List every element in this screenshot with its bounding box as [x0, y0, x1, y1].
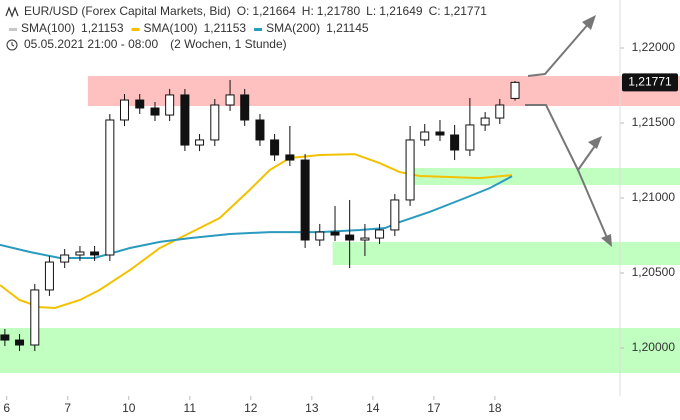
legend-entry: SMA(100) 1,21153	[21, 21, 124, 35]
ohlc-value: 1,21649	[379, 4, 423, 18]
x-tick-label: 14	[366, 401, 380, 415]
candle-body	[345, 234, 355, 241]
arrow-head	[582, 15, 596, 30]
x-tick-label: 18	[488, 401, 502, 415]
candle-body	[285, 154, 295, 161]
candle-body	[15, 339, 25, 346]
zone	[0, 328, 680, 374]
candle-body	[435, 131, 445, 136]
indicator-lines	[0, 153, 513, 310]
candle-body	[150, 107, 160, 116]
clock-icon	[6, 39, 18, 51]
ohlc-value: 1,21780	[317, 4, 361, 18]
candle-body	[315, 231, 325, 241]
legend-swatch	[131, 28, 140, 31]
candle-body	[105, 119, 115, 256]
x-tick-label: 7	[64, 401, 71, 415]
legend-value: 1,21153	[81, 21, 124, 35]
sma-line	[0, 153, 513, 310]
clock-hand	[11, 42, 15, 47]
arrow-head	[601, 234, 612, 247]
sma-line	[0, 175, 513, 259]
title: EUR/USD (Forex Capital Markets, Bid)	[24, 4, 231, 18]
candle-body	[375, 229, 385, 239]
chart-icon	[5, 6, 19, 18]
candle-body	[450, 134, 460, 151]
subtitle: 05.05.2021 21:00 - 08:00	[24, 37, 158, 51]
candle-body	[405, 139, 415, 201]
x-tick-label: 6	[3, 401, 10, 415]
candles	[0, 79, 520, 351]
candle-body	[135, 99, 145, 109]
candle-body	[420, 131, 430, 141]
price-box	[622, 73, 678, 92]
price-label: 1,21771	[628, 75, 672, 89]
candle-body	[210, 104, 220, 141]
ohlc-label: C:	[429, 4, 441, 18]
candle-body	[225, 94, 235, 106]
arrows	[525, 15, 612, 247]
arrow	[577, 169, 609, 241]
candle-body	[30, 289, 40, 346]
y-tick-label: 1,21000	[632, 190, 676, 204]
axes: 1,22000 1,21500 1,21000 1,20500 1,20000 6 7 10 1…	[3, 0, 678, 415]
zones	[0, 76, 680, 374]
candle-body	[195, 139, 205, 146]
x-tick-label: 13	[305, 401, 319, 415]
legend-entry: SMA(200) 1,21145	[266, 21, 369, 35]
candle-body	[90, 251, 100, 256]
candle-body	[390, 199, 400, 231]
arrow	[527, 21, 591, 77]
candle-body	[495, 104, 505, 119]
candle-body	[480, 117, 490, 126]
candle-body	[0, 334, 10, 341]
legend-swatch	[9, 28, 17, 31]
candle-body	[360, 237, 370, 241]
legend-swatch	[254, 28, 263, 31]
candle-body	[510, 81, 520, 99]
legend-name: SMA(200)	[266, 21, 320, 35]
y-tick-label: 1,22000	[632, 40, 676, 54]
candle-body	[180, 94, 190, 146]
legend-name: SMA(100)	[144, 21, 198, 35]
arrow	[525, 104, 598, 172]
ohlc-value: 1,21664	[252, 4, 296, 18]
title-line: EUR/USD (Forex Capital Markets, Bid) O: 1,…	[24, 4, 487, 18]
candle-body	[165, 94, 175, 116]
candle-body	[330, 231, 340, 236]
subtitle-line: 05.05.2021 21:00 - 08:00 (2 Wochen, 1 Stu…	[24, 37, 287, 51]
candle-body	[119, 99, 129, 121]
candle-body	[60, 254, 70, 263]
candle-body	[255, 119, 265, 141]
zone	[332, 241, 680, 266]
x-tick-label: 11	[184, 401, 197, 415]
legend-entry: SMA(100) 1,21153	[144, 21, 247, 35]
legend-value: 1,21153	[204, 21, 247, 35]
y-tick-label: 1,21500	[632, 115, 676, 129]
candle-body	[300, 159, 310, 241]
period: (2 Wochen, 1 Stunde)	[170, 37, 287, 51]
legend-name: SMA(100)	[21, 21, 75, 35]
ohlc-label: O:	[237, 4, 250, 18]
legend-value: 1,21145	[326, 21, 369, 35]
candle-body	[240, 94, 250, 121]
zone	[87, 76, 680, 107]
candle-body	[75, 251, 85, 256]
zone	[413, 168, 680, 185]
x-tick-label: 17	[427, 401, 441, 415]
x-tick-label: 12	[244, 401, 258, 415]
header: EUR/USD (Forex Capital Markets, Bid) O: 1,…	[5, 4, 487, 51]
y-tick-label: 1,20000	[632, 340, 676, 354]
ohlc-label: L:	[366, 4, 376, 18]
x-tick-label: 10	[122, 401, 136, 415]
arrow-head	[588, 136, 602, 149]
y-tick-label: 1,20500	[632, 265, 676, 279]
candle-body	[44, 261, 54, 291]
ohlc-value: 1,21771	[444, 4, 488, 18]
ohlc-label: H:	[302, 4, 314, 18]
candle-body	[465, 124, 475, 151]
candle-body	[270, 139, 280, 156]
